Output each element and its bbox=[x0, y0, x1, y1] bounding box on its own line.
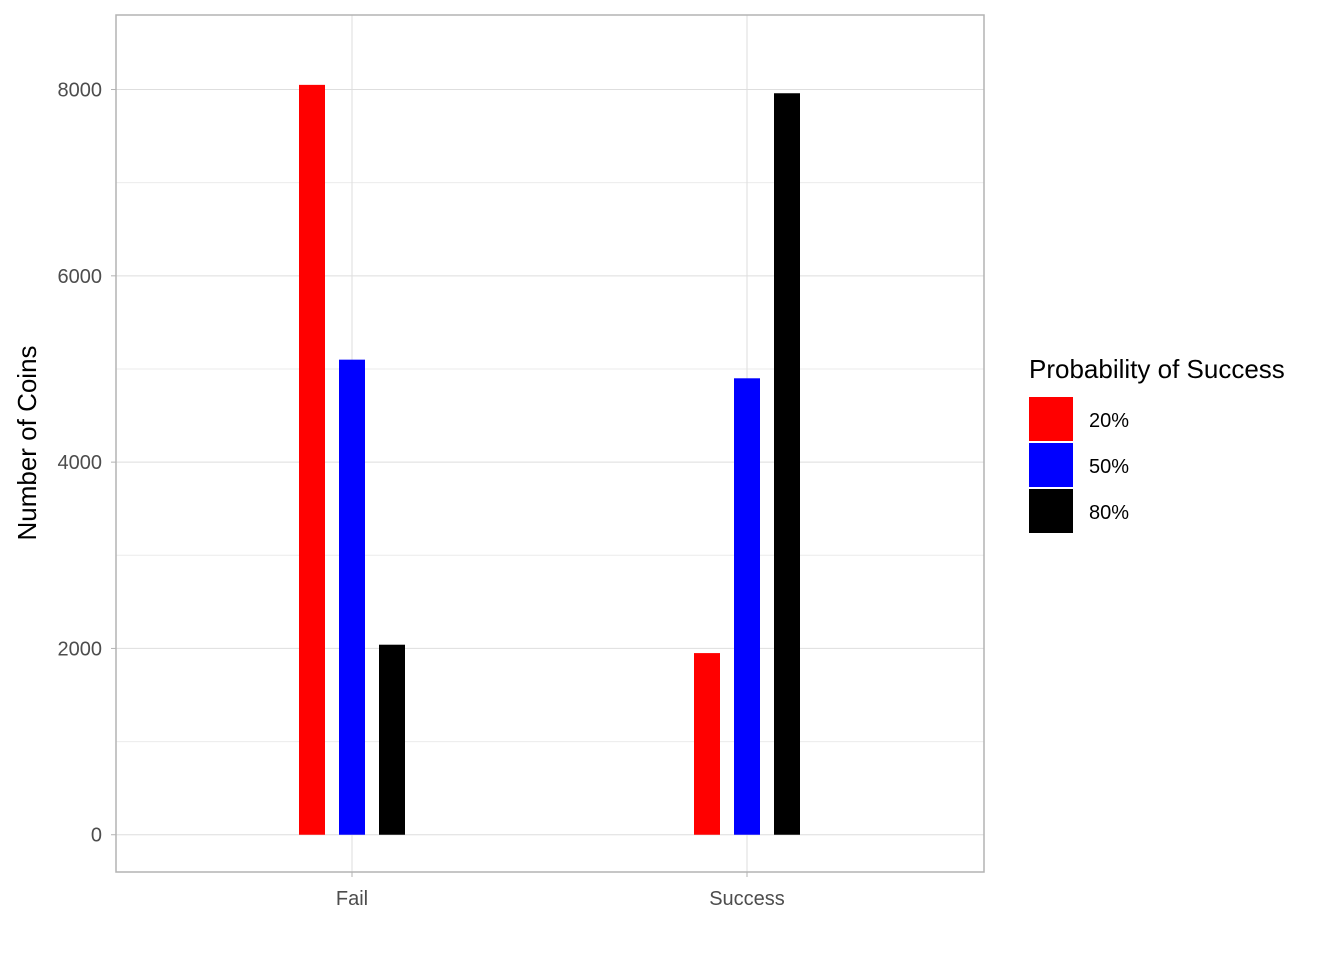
bar-50pct-success bbox=[734, 378, 760, 835]
bar-20pct-success bbox=[694, 653, 720, 835]
x-axis-ticks: Fail Success bbox=[336, 872, 785, 910]
y-tick-label: 6000 bbox=[58, 266, 103, 288]
legend-swatch bbox=[1029, 489, 1073, 533]
legend-title: Probability of Success bbox=[1029, 354, 1285, 384]
bar-20pct-fail bbox=[299, 84, 325, 835]
bar-80pct-fail bbox=[379, 644, 405, 835]
x-tick-label: Success bbox=[709, 888, 785, 910]
x-tick-label: Fail bbox=[336, 888, 368, 910]
legend-swatch bbox=[1029, 397, 1073, 441]
bar-80pct-success bbox=[774, 93, 800, 835]
grid-lines bbox=[116, 15, 984, 872]
legend-label: 20% bbox=[1089, 410, 1129, 432]
legend-items: 20% 50% 80% bbox=[1029, 397, 1129, 533]
y-tick-label: 8000 bbox=[58, 80, 103, 102]
legend-label: 80% bbox=[1089, 502, 1129, 524]
legend-label: 50% bbox=[1089, 456, 1129, 478]
legend: Probability of Success 20% 50% 80% bbox=[1029, 354, 1285, 533]
legend-swatch bbox=[1029, 443, 1073, 487]
bar-50pct-fail bbox=[339, 359, 365, 835]
plot-panel-border bbox=[115, 14, 985, 873]
y-tick-label: 4000 bbox=[58, 452, 103, 474]
y-axis-ticks: 0 2000 4000 6000 8000 bbox=[58, 80, 116, 847]
y-axis-title: Number of Coins bbox=[12, 345, 42, 540]
y-tick-label: 2000 bbox=[58, 638, 103, 660]
bars bbox=[299, 84, 800, 835]
y-tick-label: 0 bbox=[91, 825, 102, 847]
